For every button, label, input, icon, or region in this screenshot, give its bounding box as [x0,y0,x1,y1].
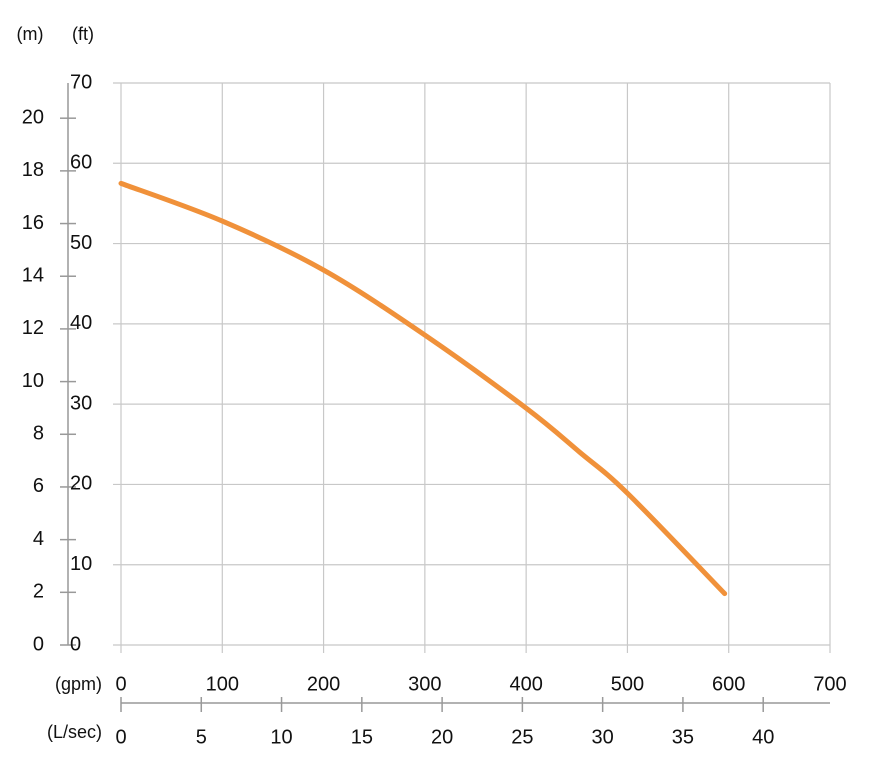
y-tick-label: 0 [70,633,81,655]
x2-tick-label: 0 [115,726,126,748]
x-axis-label: (gpm) [55,674,102,694]
y-tick-label: 40 [70,312,92,334]
x-tick-label: 200 [307,673,340,695]
x-tick-label: 600 [712,673,745,695]
x2-tick-label: 5 [196,726,207,748]
y-tick-label: 70 [70,71,92,93]
x-tick-label: 500 [611,673,644,695]
x2-tick-label: 15 [351,726,373,748]
y-tick-label: 10 [70,553,92,575]
y-axis-label: (ft) [72,24,94,44]
x2-tick-label: 25 [511,726,533,748]
y2-axis-label: (m) [17,24,44,44]
x2-tick-label: 35 [672,726,694,748]
x-tick-label: 700 [813,673,846,695]
y2-tick-label: 2 [33,581,44,603]
curve [118,180,728,597]
x-tick-label: 100 [206,673,239,695]
x2-tick-label: 10 [270,726,292,748]
y-tick-label: 30 [70,392,92,414]
x2-axis-label: (L/sec) [47,722,102,742]
y2-tick-label: 10 [22,370,44,392]
x-tick-label: 400 [509,673,542,695]
x-tick-label: 0 [115,673,126,695]
y2-tick-label: 16 [22,212,44,234]
x-tick-label: 300 [408,673,441,695]
x2-tick-label: 30 [592,726,614,748]
y2-tick-label: 6 [33,475,44,497]
x2-tick-label: 40 [752,726,774,748]
y-tick-label: 20 [70,473,92,495]
y2-tick-label: 4 [33,528,44,550]
y-tick-label: 50 [70,232,92,254]
y2-tick-label: 8 [33,423,44,445]
y2-tick-label: 20 [22,106,44,128]
y2-tick-label: 12 [22,317,44,339]
y-tick-label: 60 [70,152,92,174]
y2-tick-label: 18 [22,159,44,181]
x2-tick-label: 20 [431,726,453,748]
y2-tick-label: 14 [22,265,44,287]
y2-tick-label: 0 [33,633,44,655]
